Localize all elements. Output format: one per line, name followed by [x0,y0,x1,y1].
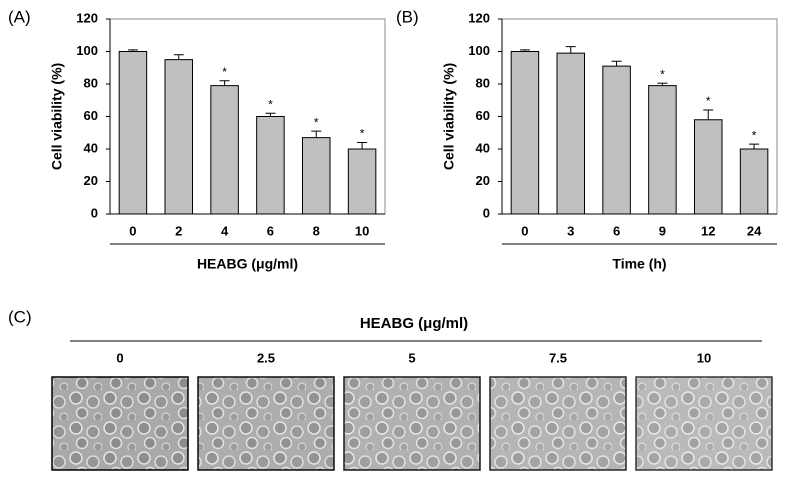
bar [210,85,239,215]
x-tick-label: 0 [521,223,528,238]
condition-label: 7.5 [549,350,567,365]
y-tick-label: 60 [84,108,98,123]
x-tick-label: 6 [267,223,274,238]
condition-label: 10 [697,350,711,365]
plot-frame [109,18,386,215]
bar [648,85,677,215]
y-tick-label: 120 [76,10,98,25]
panel-c-title: HEABG (μg/ml) [360,315,468,332]
y-tick-label: 80 [84,75,98,90]
significance: * [268,97,273,111]
condition-label: 5 [408,350,415,365]
significance: * [660,67,665,81]
y-tick-label: 40 [84,140,98,155]
significance: * [360,127,365,141]
bar [302,137,331,215]
micrograph [635,376,773,471]
significance: * [706,94,711,108]
panel-label: (C) [8,307,32,326]
y-axis-label: Cell viability (%) [49,63,65,170]
bar [739,148,769,215]
bar [164,59,193,215]
panel-label: (B) [396,7,419,26]
y-tick-label: 20 [84,173,98,188]
x-tick-label: 8 [313,223,320,238]
bar [694,119,723,215]
x-tick-label: 3 [567,223,574,238]
x-tick-label: 12 [701,223,715,238]
x-tick-label: 0 [129,223,136,238]
y-tick-label: 80 [476,75,490,90]
y-tick-label: 20 [476,173,490,188]
panel-label: (A) [8,7,31,26]
significance: * [222,65,227,79]
y-axis-label: Cell viability (%) [441,63,457,170]
y-tick-label: 100 [76,43,98,58]
bar [510,51,540,215]
y-tick-label: 60 [476,108,490,123]
bar [256,116,285,215]
y-tick-label: 100 [468,43,490,58]
plot-frame [501,18,778,215]
x-tick-label: 4 [221,223,229,238]
micrograph [343,376,481,471]
condition-label: 0 [116,350,123,365]
significance: * [314,115,319,129]
bar [556,52,585,215]
x-axis-label: HEABG (μg/ml) [197,256,298,272]
x-axis-label: Time (h) [612,256,666,272]
y-tick-label: 40 [476,140,490,155]
y-tick-label: 120 [468,10,490,25]
bar [602,65,631,215]
y-tick-label: 0 [483,205,490,220]
x-tick-label: 24 [747,223,762,238]
y-tick-label: 0 [91,205,98,220]
x-tick-label: 10 [355,223,369,238]
condition-label: 2.5 [257,350,275,365]
micrograph [51,376,189,471]
x-tick-label: 2 [175,223,182,238]
bar [118,51,148,215]
significance: * [752,128,757,142]
x-tick-label: 6 [613,223,620,238]
micrograph [197,376,335,471]
micrograph [489,376,627,471]
x-tick-label: 9 [659,223,666,238]
bar [347,148,377,215]
